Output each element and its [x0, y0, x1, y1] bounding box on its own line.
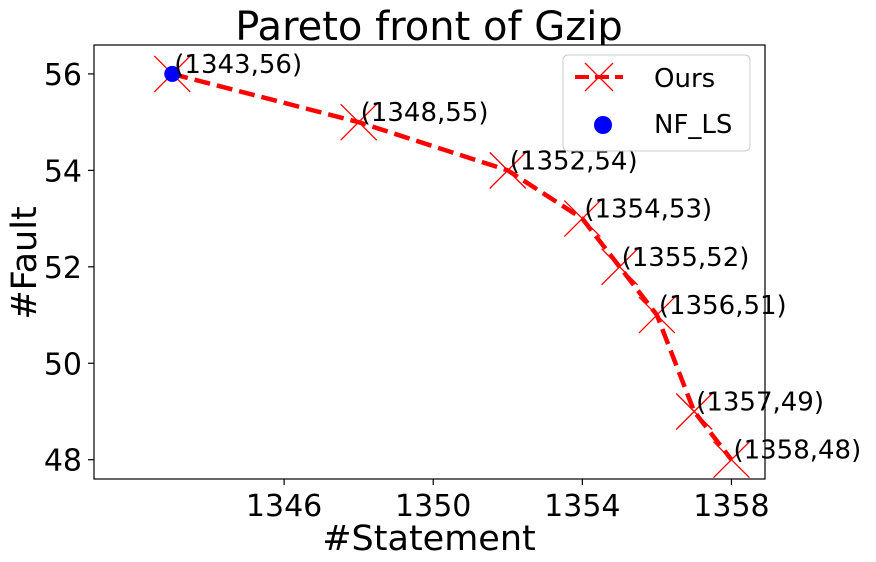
x-tick-label: 1346	[246, 489, 322, 524]
point-label: (1343,56)	[174, 50, 302, 80]
legend-ours-marker	[584, 62, 614, 92]
ours-x-marker	[638, 296, 676, 334]
y-axis-label: #Fault	[5, 206, 45, 319]
ours-x-marker	[712, 441, 750, 479]
nfls-point	[164, 65, 181, 82]
y-axis-ticks: 48 50 52 54 56	[44, 58, 94, 479]
x-axis-label: #Statement	[322, 519, 536, 559]
y-tick-label: 52	[44, 251, 82, 286]
point-label: (1356,51)	[659, 291, 787, 321]
series-layer	[153, 55, 750, 479]
y-tick-label: 56	[44, 58, 82, 93]
point-label: (1348,55)	[361, 98, 489, 128]
ours-x-marker	[601, 248, 639, 286]
legend-nfls-label: NF_LS	[654, 110, 732, 140]
y-tick-label: 50	[44, 347, 82, 382]
x-axis-ticks: 1346 1350 1354 1358	[246, 479, 770, 524]
legend-ours-label: Ours	[654, 64, 715, 94]
legend-nfls-marker	[594, 116, 612, 134]
data-label-layer: (1343,56)(1348,55)(1352,54)(1354,53)(135…	[174, 50, 861, 466]
point-label: (1355,52)	[622, 243, 750, 273]
x-tick-label: 1350	[395, 489, 471, 524]
legend: Ours NF_LS	[562, 54, 751, 152]
ours-x-marker	[675, 393, 713, 430]
point-label: (1354,53)	[584, 195, 712, 225]
ours-x-marker	[563, 200, 601, 238]
chart-title: Pareto front of Gzip	[235, 4, 623, 50]
ours-x-marker	[340, 103, 378, 141]
x-tick-label: 1358	[693, 489, 769, 524]
x-tick-label: 1354	[544, 489, 620, 524]
y-tick-label: 48	[44, 444, 82, 479]
ours-x-marker	[489, 151, 527, 189]
point-label: (1358,48)	[733, 436, 861, 466]
point-label: (1357,49)	[696, 387, 824, 417]
ours-series-line	[171, 71, 734, 462]
y-tick-label: 54	[44, 154, 82, 189]
